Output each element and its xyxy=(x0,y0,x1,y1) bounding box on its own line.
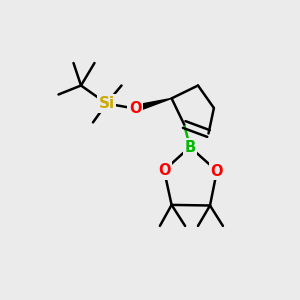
Text: O: O xyxy=(129,101,141,116)
Text: Si: Si xyxy=(98,96,115,111)
Text: O: O xyxy=(158,163,170,178)
Text: O: O xyxy=(211,164,223,178)
Text: B: B xyxy=(184,140,196,154)
Polygon shape xyxy=(134,98,172,112)
